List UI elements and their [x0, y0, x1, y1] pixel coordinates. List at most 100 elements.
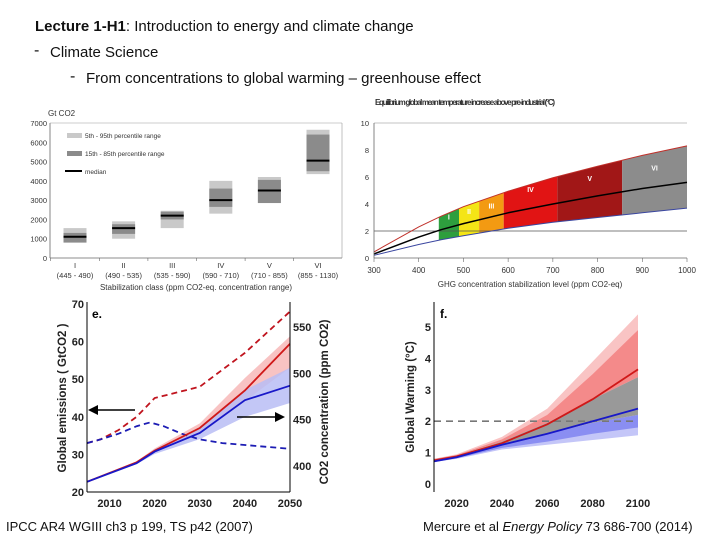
class-label-V: V — [587, 176, 592, 183]
upper-curve — [373, 145, 688, 253]
x-tick-label: 500 — [457, 266, 471, 275]
arrow-left-icon — [88, 405, 98, 415]
panel-label: e. — [92, 307, 102, 321]
y-tick-label: 3000 — [30, 196, 47, 205]
x-tick-label: 300 — [367, 266, 381, 275]
class-band-V — [557, 160, 623, 222]
x-tick-label: VI — [314, 261, 321, 270]
y-tick-label: 1 — [425, 448, 431, 460]
y-tick-label: 60 — [72, 337, 84, 349]
y-tick-label: 4000 — [30, 177, 47, 186]
slide-title: Lecture 1-H1: Introduction to energy and… — [35, 18, 414, 35]
y-tick-label: 5 — [425, 322, 431, 334]
class-band-I — [438, 208, 459, 241]
uncertainty-band-blue — [87, 367, 290, 482]
arrow-right-icon — [275, 412, 285, 422]
bullet-concentrations: From concentrations to global warming – … — [86, 70, 481, 87]
legend-label-median: median — [85, 169, 107, 176]
y-tick-label: 2000 — [30, 215, 47, 224]
y-axis-label: Global Warming (°C) — [405, 341, 417, 453]
band-red-inner — [434, 330, 638, 460]
box-15-85-VI — [306, 134, 330, 172]
y-tick-label: 2 — [365, 227, 369, 236]
x-tick-range-label: (590 - 710) — [202, 271, 239, 280]
x-axis-label: GHG concentration stabilization level (p… — [438, 280, 623, 289]
concentration-line-red-solid — [86, 343, 291, 483]
warming-line-red — [433, 368, 639, 462]
box-15-85-IV — [209, 188, 233, 207]
bullet-climate-science: Climate Science — [50, 44, 159, 61]
y-tick-label: 1000 — [30, 235, 47, 244]
x-tick-label: 1000 — [678, 266, 696, 275]
x-tick-range-label: (710 - 855) — [251, 271, 288, 280]
legend-swatch-dark — [67, 151, 82, 156]
citation-details: 73 686-700 (2014) — [581, 519, 693, 534]
y-tick-label: 3 — [425, 385, 431, 397]
x-axis-label: Stabilization class (ppm CO2-eq. concent… — [100, 283, 292, 292]
y-tick-label: 30 — [72, 449, 84, 461]
y-tick-label: 40 — [72, 412, 84, 424]
chart-title: Equilibrium global mean temperature incr… — [375, 98, 555, 107]
footer-citation-mercure: Mercure et al Energy Policy 73 686-700 (… — [423, 519, 693, 534]
x-tick-label: 2100 — [626, 498, 650, 510]
class-label-III: III — [488, 204, 494, 211]
legend-label-dark: 15th - 85th percentile range — [85, 151, 165, 158]
footer-citation-ipcc: IPCC AR4 WGIII ch3 p 199, TS p42 (2007) — [6, 519, 253, 534]
bullet-dash-icon: - — [34, 42, 40, 59]
class-band-III — [479, 192, 504, 234]
legend-swatch-light — [67, 133, 82, 138]
concentration-line-blue-solid — [86, 384, 291, 483]
y-tick-label: 10 — [361, 119, 369, 128]
y-tick-label: 70 — [72, 299, 84, 311]
y-axis-label: Global emissions ( GtCO2 ) — [57, 323, 69, 472]
lecture-title: : Introduction to energy and climate cha… — [125, 18, 414, 35]
warming-line-blue — [433, 407, 639, 463]
y-tick-label: 6 — [365, 173, 369, 182]
x-tick-range-label: (490 - 535) — [105, 271, 142, 280]
x-tick-label: 700 — [546, 266, 560, 275]
y-tick-label: 4 — [365, 200, 369, 209]
x-tick-range-label: (855 - 1130) — [298, 271, 339, 280]
x-tick-label: II — [122, 261, 126, 270]
class-band-VI — [622, 145, 687, 215]
citation-authors: Mercure et al — [423, 519, 503, 534]
y-tick-label: 0 — [43, 254, 47, 263]
emissions-line-red-dashed — [86, 310, 291, 444]
x-tick-range-label: (535 - 590) — [154, 271, 191, 280]
x-tick-label: V — [267, 261, 272, 270]
x-tick-label: I — [74, 261, 76, 270]
bullet-dash-icon: - — [70, 68, 76, 85]
class-band-IV — [503, 176, 558, 229]
y-tick-label: 0 — [425, 479, 431, 491]
x-tick-label: IV — [217, 261, 224, 270]
class-label-I: I — [448, 214, 450, 221]
x-tick-range-label: (445 - 490) — [57, 271, 94, 280]
x-tick-label: 2080 — [580, 498, 604, 510]
x-tick-label: 900 — [636, 266, 650, 275]
citation-journal: Energy Policy — [502, 519, 582, 534]
y-right-tick-label: 400 — [293, 461, 311, 473]
x-tick-label: 2060 — [535, 498, 559, 510]
y-tick-label: 6000 — [30, 138, 47, 147]
y-tick-label: 2 — [425, 416, 431, 428]
class-band-II — [459, 201, 480, 237]
x-tick-label: 400 — [412, 266, 426, 275]
y-tick-label: 50 — [72, 374, 84, 386]
x-tick-label: 2020 — [444, 498, 468, 510]
y-right-tick-label: 450 — [293, 415, 311, 427]
y-tick-label: 0 — [365, 254, 369, 263]
x-tick-label: 2020 — [142, 498, 166, 510]
x-tick-label: 2040 — [490, 498, 514, 510]
x-tick-label: 2010 — [97, 498, 121, 510]
class-label-VI: VI — [651, 166, 658, 173]
lecture-code: Lecture 1-H1 — [35, 18, 126, 35]
legend-label-light: 5th - 95th percentile range — [85, 133, 161, 140]
y-tick-label: 4 — [425, 353, 432, 365]
x-tick-label: 600 — [501, 266, 515, 275]
y-tick-label: 5000 — [30, 158, 47, 167]
x-tick-label: 800 — [591, 266, 605, 275]
y-tick-label: 20 — [72, 487, 84, 499]
lower-curve — [373, 207, 688, 256]
y-axis-label: Gt CO2 — [48, 109, 76, 118]
